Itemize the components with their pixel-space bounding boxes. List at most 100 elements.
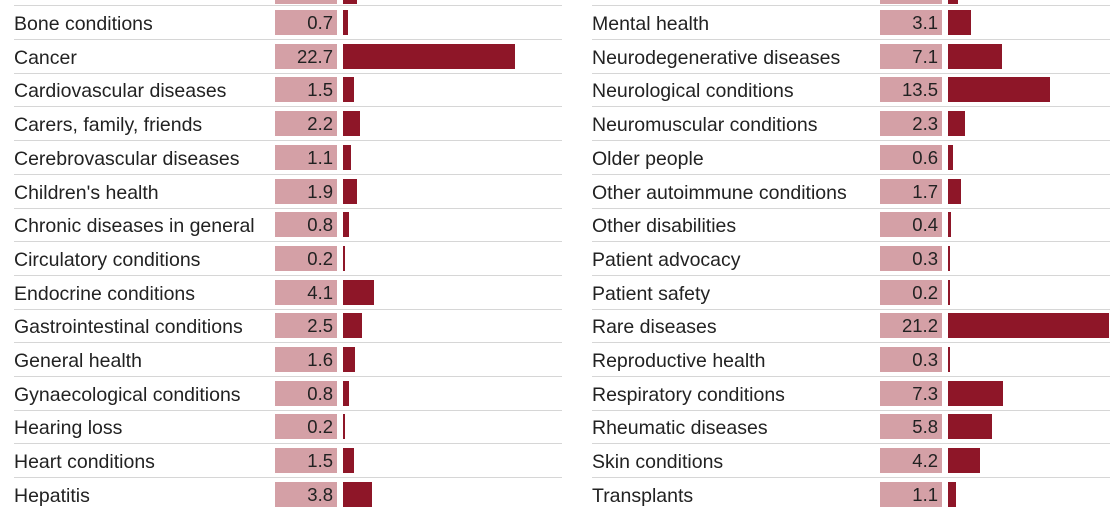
- bar-row: Endocrine conditions 4.1: [14, 276, 562, 310]
- cropped-bar: [343, 0, 357, 4]
- bar: [343, 414, 345, 440]
- value-label: 0.7: [275, 10, 337, 35]
- category-label: Hearing loss: [14, 417, 123, 440]
- bar: [343, 43, 516, 69]
- row-separator: [592, 72, 1110, 74]
- category-label: Children's health: [14, 181, 159, 204]
- bar: [343, 279, 375, 305]
- row-separator: [14, 207, 562, 209]
- bar: [343, 380, 350, 406]
- bar: [343, 347, 356, 372]
- bar-row: Gynaecological conditions 0.8: [14, 377, 562, 411]
- value-label: 4.1: [275, 279, 337, 305]
- bar: [343, 10, 349, 35]
- bar: [343, 212, 350, 238]
- bar-row: Hearing loss 0.2: [14, 410, 562, 445]
- row-separator: [592, 106, 1110, 108]
- row-separator: [14, 376, 562, 377]
- category-label: Other autoimmune conditions: [592, 181, 847, 204]
- cropped-value-box: [880, 0, 942, 4]
- bar: [948, 313, 1109, 339]
- bar-row: Children's health 1.9: [14, 175, 562, 209]
- bar: [343, 111, 360, 137]
- value-label: 5.8: [880, 414, 942, 440]
- category-label: Other disabilities: [592, 215, 737, 238]
- bar: [948, 380, 1004, 406]
- bar: [948, 43, 1002, 69]
- row-separator: [592, 443, 1110, 445]
- bar: [948, 448, 980, 474]
- row-separator: [592, 274, 1110, 276]
- category-label: Cardiovascular diseases: [14, 80, 227, 103]
- value-label: 0.2: [275, 414, 337, 440]
- category-label: Rare diseases: [592, 316, 717, 339]
- bar: [343, 448, 355, 474]
- value-label: 13.5: [880, 77, 942, 103]
- category-label: Older people: [592, 147, 704, 170]
- category-label: Mental health: [592, 13, 710, 35]
- bar: [343, 481, 372, 507]
- bar-row: Neuromuscular conditions 2.3: [592, 107, 1110, 142]
- bar-row: Rare diseases 21.2: [592, 309, 1110, 344]
- bar: [948, 347, 951, 372]
- bar-row: Mental health 3.1: [592, 6, 1110, 40]
- value-label: 0.2: [880, 279, 942, 305]
- value-label: 0.8: [275, 212, 337, 238]
- row-separator: [592, 376, 1110, 377]
- row-separator: [14, 443, 562, 445]
- row-separator: [592, 241, 1110, 243]
- bar-row: Bone conditions 0.7: [14, 6, 562, 40]
- row-separator: [14, 274, 562, 276]
- row-separator: [592, 39, 1110, 40]
- bar: [343, 313, 362, 339]
- bar: [948, 414, 992, 440]
- bar-row: Cancer 22.7: [14, 40, 562, 74]
- bar-row: Patient advocacy 0.3: [592, 242, 1110, 276]
- bar-row: Cardiovascular diseases 1.5: [14, 73, 562, 108]
- value-label: 1.1: [880, 481, 942, 507]
- bar: [948, 212, 952, 238]
- row-separator: [14, 72, 562, 74]
- bar: [948, 481, 957, 507]
- value-label: 2.5: [275, 313, 337, 339]
- row-separator: [14, 308, 562, 310]
- row-separator: [592, 409, 1110, 411]
- category-label: Respiratory conditions: [592, 383, 785, 406]
- category-label: Hepatitis: [14, 484, 90, 507]
- bar-row: General health 1.6: [14, 343, 562, 377]
- bar-row: Cerebrovascular diseases 1.1: [14, 141, 562, 175]
- category-label: Chronic diseases in general: [14, 215, 255, 238]
- bar-row: Heart conditions 1.5: [14, 444, 562, 479]
- category-label: Circulatory conditions: [14, 248, 201, 271]
- value-label: 1.7: [880, 178, 942, 204]
- bar-row: Neurological conditions 13.5: [592, 73, 1110, 108]
- category-label: Neurological conditions: [592, 80, 794, 103]
- bar-row: Gastrointestinal conditions 2.5: [14, 309, 562, 344]
- row-separator: [592, 308, 1110, 310]
- category-label: Gastrointestinal conditions: [14, 316, 243, 339]
- row-separator: [14, 140, 562, 142]
- bar-row: Reproductive health 0.3: [592, 343, 1110, 377]
- category-label: Rheumatic diseases: [592, 417, 768, 440]
- row-separator: [14, 477, 562, 479]
- category-label: Endocrine conditions: [14, 282, 196, 305]
- bar-row: Neurodegenerative diseases 7.1: [592, 40, 1110, 74]
- bar: [948, 279, 950, 305]
- bar-row: Patient safety 0.2: [592, 276, 1110, 310]
- value-label: 2.3: [880, 111, 942, 137]
- row-separator: [14, 5, 562, 6]
- value-label: 7.1: [880, 43, 942, 69]
- row-separator: [14, 39, 562, 40]
- bar-row: Hepatitis 3.8: [14, 478, 562, 512]
- value-label: 1.9: [275, 178, 337, 204]
- row-separator: [592, 342, 1110, 344]
- row-separator: [14, 241, 562, 243]
- category-label: General health: [14, 350, 142, 372]
- bar: [948, 77, 1051, 103]
- category-label: Bone conditions: [14, 13, 153, 35]
- category-label: Cerebrovascular diseases: [14, 147, 240, 170]
- category-label: Patient safety: [592, 282, 711, 305]
- row-separator: [14, 409, 562, 411]
- value-label: 0.3: [880, 347, 942, 372]
- bar-row: Circulatory conditions 0.2: [14, 242, 562, 276]
